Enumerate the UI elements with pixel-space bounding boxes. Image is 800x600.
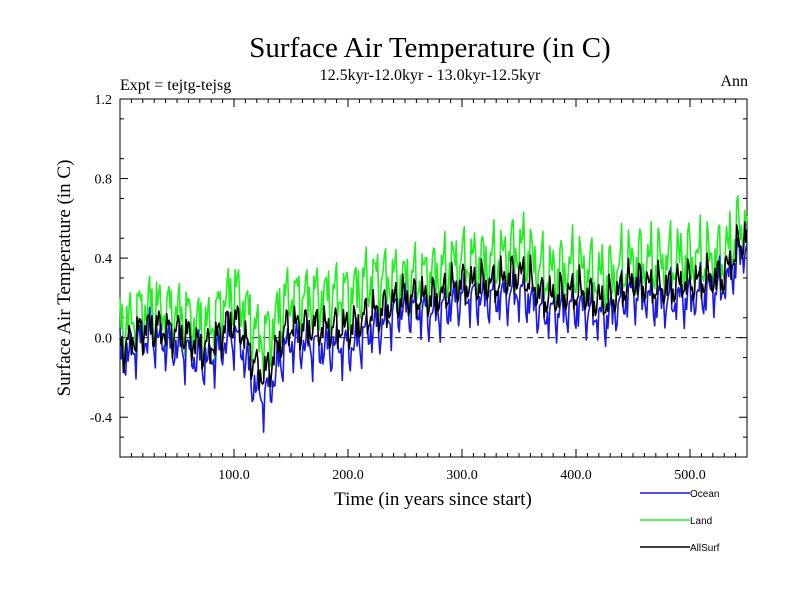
- y-axis-label: Surface Air Temperature (in C): [54, 160, 75, 397]
- legend-label-land: Land: [690, 516, 712, 527]
- legend-label-allsurf: AllSurf: [690, 543, 720, 554]
- x-tick-label: 100.0: [218, 468, 250, 483]
- series-line-ocean: [119, 236, 748, 433]
- legend-label-ocean: Ocean: [690, 489, 719, 500]
- series-line-allsurf: [119, 221, 748, 391]
- axis-ticks: -0.4 0.0 0.4 0.8 1.2 100.0 200.0 300.0 400.0 500.…: [90, 93, 747, 483]
- y-tick-label: 0.4: [95, 252, 113, 267]
- x-tick-label: 400.0: [560, 468, 592, 483]
- series-line-land: [119, 195, 748, 378]
- y-tick-label: 0.0: [95, 332, 113, 347]
- chart-subtitle: 12.5kyr-12.0kyr - 13.0kyr-12.5kyr: [320, 67, 541, 84]
- y-tick-label: 0.8: [95, 173, 113, 188]
- season-label: Ann: [720, 73, 748, 90]
- legend: Ocean Land AllSurf: [640, 489, 720, 554]
- y-tick-label: -0.4: [90, 411, 112, 426]
- y-tick-label: 1.2: [95, 93, 113, 108]
- x-tick-label: 200.0: [332, 468, 364, 483]
- x-axis-label: Time (in years since start): [334, 489, 532, 510]
- x-tick-label: 500.0: [674, 468, 706, 483]
- series-lines: [119, 195, 748, 433]
- x-tick-label: 300.0: [446, 468, 478, 483]
- chart-title: Surface Air Temperature (in C): [249, 32, 610, 64]
- expt-label: Expt = tejtg-tejsg: [120, 77, 231, 94]
